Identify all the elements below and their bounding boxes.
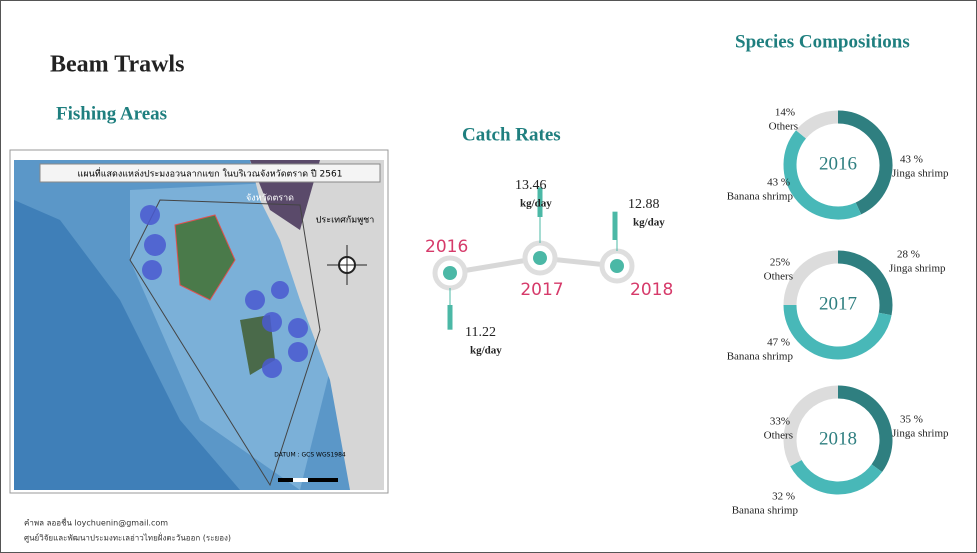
catch-unit: kg/day (520, 198, 552, 210)
segment-label: 43 % (767, 177, 790, 189)
donut-year: 2017 (819, 293, 857, 314)
map-province: จังหวัดตราด (246, 194, 294, 204)
catch-value: 11.22 (465, 325, 496, 340)
year-dot (533, 251, 547, 265)
segment-label: 35 % (900, 414, 923, 426)
page: Beam Trawls Fishing Areas แผนที่แสดงแหล่… (0, 0, 977, 553)
map-country: ประเทศกัมพูชา (316, 216, 375, 226)
donut-year: 2016 (819, 153, 857, 174)
catch-unit: kg/day (633, 217, 665, 229)
segment-name: Banana shrimp (732, 505, 799, 517)
segment-label: 25% (770, 257, 790, 269)
footer-line: คำพล ลออชื่น loychuenin@gmail.com (24, 517, 168, 528)
title: Beam Trawls (50, 52, 184, 78)
segment-name: Banana shrimp (727, 191, 794, 203)
catch-heading: Catch Rates (462, 124, 561, 145)
segment-name: Jinga shrimp (889, 263, 946, 275)
map: แผนที่แสดงแหล่งประมงอวนลากแขก ในบริเวณจั… (10, 150, 388, 493)
segment-label: 14% (775, 107, 795, 119)
segment-label: 28 % (897, 249, 920, 261)
map-datum: DATUM : GCS WGS1984 (274, 452, 346, 459)
footer-line: ศูนย์วิจัยและพัฒนาประมงทะเลอ่าวไทยฝั่งตะ… (24, 532, 231, 544)
segment-name: Banana shrimp (727, 351, 794, 363)
donut-year: 2018 (819, 428, 857, 449)
species-heading: Species Compositions (735, 31, 910, 52)
catch-value: 13.46 (515, 178, 547, 193)
segment-name: Jinga shrimp (892, 428, 949, 440)
fishing-heading: Fishing Areas (56, 103, 167, 124)
catch-bar (613, 212, 618, 240)
segment-name: Jinga shrimp (892, 168, 949, 180)
segment-label: 33% (770, 416, 790, 428)
year-label: 2017 (520, 280, 563, 300)
year-dot (610, 259, 624, 273)
year-label: 2018 (630, 280, 673, 300)
year-dot (443, 266, 457, 280)
segment-name: Others (769, 121, 798, 133)
year-label: 2016 (425, 237, 468, 257)
catch-bar (448, 305, 453, 330)
catch-unit: kg/day (470, 345, 502, 357)
segment-label: 43 % (900, 154, 923, 166)
segment-name: Others (764, 430, 793, 442)
segment-label: 47 % (767, 337, 790, 349)
segment-name: Others (764, 271, 793, 283)
catch-value: 12.88 (628, 197, 660, 212)
segment-label: 32 % (772, 491, 795, 503)
